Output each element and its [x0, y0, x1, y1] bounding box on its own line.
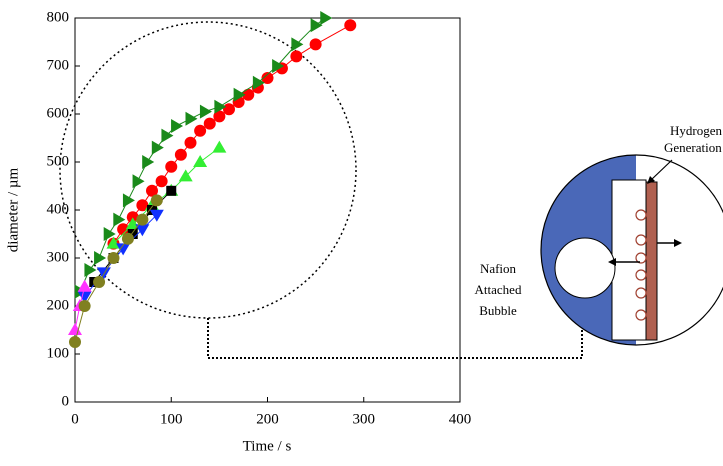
diagram: Hydrogen Generation Nafion Attached Bubb… — [475, 123, 723, 346]
marker — [320, 11, 333, 25]
x-tick-label: 0 — [71, 411, 79, 427]
marker — [126, 211, 139, 224]
marker — [103, 227, 116, 241]
marker — [309, 38, 322, 51]
y-tick-label: 0 — [62, 393, 70, 409]
y-tick-label: 300 — [47, 249, 70, 265]
y-tick-label: 100 — [47, 345, 70, 361]
zoom-circle — [59, 21, 357, 319]
annotation: Bubble — [479, 303, 517, 318]
electrode — [645, 181, 658, 341]
marker — [84, 263, 97, 277]
annotation: Hydrogen — [670, 123, 722, 138]
marker — [136, 213, 149, 226]
marker — [171, 119, 184, 133]
marker — [194, 124, 207, 137]
marker — [310, 18, 323, 33]
marker — [344, 19, 357, 32]
marker — [174, 148, 187, 161]
arrow-head — [647, 176, 655, 184]
marker — [117, 223, 130, 236]
arrow-head — [608, 258, 616, 266]
y-tick-label: 800 — [47, 9, 70, 25]
marker — [193, 155, 208, 167]
y-tick-label: 400 — [47, 201, 70, 217]
marker — [272, 59, 285, 73]
marker — [78, 300, 91, 312]
marker — [178, 169, 193, 182]
marker — [121, 232, 134, 245]
marker — [212, 140, 227, 153]
marker — [77, 291, 92, 304]
marker — [146, 184, 158, 197]
annotation: Generation — [664, 140, 722, 155]
marker — [184, 136, 197, 149]
y-axis-label: diameter / µm — [5, 167, 21, 252]
annotation: Attached — [475, 282, 522, 297]
marker — [155, 175, 168, 188]
marker — [77, 279, 92, 292]
y-tick-label: 600 — [47, 105, 70, 121]
y-tick-label: 500 — [47, 153, 70, 169]
marker — [132, 174, 145, 189]
marker — [135, 224, 150, 237]
marker — [94, 251, 107, 265]
marker — [185, 111, 198, 126]
marker — [166, 185, 177, 196]
cell — [540, 154, 723, 346]
marker — [213, 110, 226, 123]
marker — [122, 193, 135, 208]
x-tick-label: 100 — [160, 411, 183, 427]
marker — [142, 155, 155, 169]
marker — [161, 128, 174, 143]
marker — [150, 194, 163, 207]
marker — [242, 88, 255, 101]
pointer — [650, 159, 673, 181]
connector — [207, 303, 583, 359]
marker — [116, 243, 131, 256]
marker — [252, 75, 265, 90]
marker — [106, 236, 121, 249]
x-tick-label: 200 — [256, 411, 279, 427]
marker — [69, 336, 81, 348]
marker — [113, 212, 126, 227]
arrow-head — [674, 239, 682, 247]
x-tick-label: 300 — [353, 411, 376, 427]
marker — [151, 140, 164, 155]
marker — [223, 103, 235, 116]
marker — [261, 72, 274, 84]
marker — [68, 323, 82, 335]
y-tick-label: 200 — [47, 297, 70, 313]
y-tick-label: 700 — [47, 57, 70, 73]
marker — [214, 99, 227, 114]
marker — [93, 276, 106, 288]
marker — [203, 117, 216, 130]
marker — [149, 209, 164, 222]
x-tick-label: 400 — [449, 411, 472, 427]
marker — [199, 104, 212, 119]
marker — [233, 87, 246, 102]
small-bubbles — [635, 209, 647, 321]
annotation: Nafion — [480, 261, 517, 276]
marker — [125, 217, 140, 230]
marker — [127, 229, 138, 239]
marker — [107, 252, 120, 264]
x-axis-label: Time / s — [243, 438, 292, 454]
series-line — [79, 17, 326, 292]
marker — [291, 37, 304, 52]
marker — [290, 50, 303, 63]
attached-bubble — [554, 237, 616, 299]
marker — [165, 160, 178, 173]
marker — [136, 199, 149, 212]
